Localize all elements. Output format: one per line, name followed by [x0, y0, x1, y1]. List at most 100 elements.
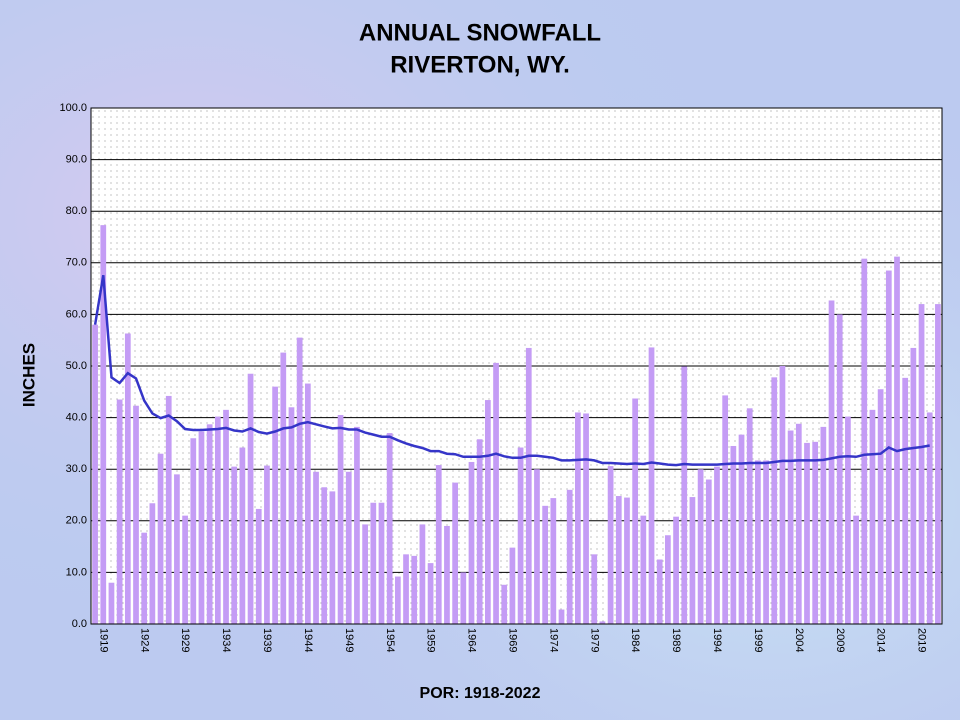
x-tick-label: 2009	[834, 628, 846, 652]
bar	[100, 225, 107, 624]
y-tick-label: 10.0	[66, 566, 87, 578]
x-tick-label: 1989	[670, 628, 682, 652]
y-tick-label: 40.0	[66, 412, 87, 424]
bar	[632, 398, 639, 624]
bar	[476, 439, 483, 624]
bar	[329, 491, 336, 624]
y-tick-label: 50.0	[66, 360, 87, 372]
bar	[795, 423, 802, 624]
bar	[566, 489, 573, 624]
x-tick-label: 1994	[711, 628, 723, 652]
bar	[435, 465, 442, 624]
bar	[607, 466, 614, 624]
bar	[599, 621, 606, 624]
x-tick-label: 1919	[97, 628, 109, 652]
bar	[484, 400, 491, 624]
bar	[419, 524, 426, 624]
bar	[362, 524, 368, 624]
bar	[165, 395, 172, 624]
x-tick-label: 1959	[425, 628, 437, 652]
bar	[411, 555, 418, 624]
bar	[141, 532, 148, 624]
bar	[92, 324, 98, 624]
bar	[779, 366, 786, 624]
bar	[656, 559, 663, 624]
x-tick-label: 1999	[752, 628, 764, 652]
y-tick-label: 80.0	[66, 205, 87, 217]
bar	[714, 466, 720, 624]
bar	[738, 434, 745, 624]
bar	[386, 433, 393, 624]
bar	[133, 405, 139, 624]
bar	[705, 479, 712, 624]
x-tick-label: 1984	[629, 628, 641, 652]
bar	[206, 424, 213, 624]
x-tick-label: 2004	[793, 628, 805, 652]
bar	[190, 438, 197, 624]
bar	[296, 337, 303, 624]
bar	[665, 535, 671, 624]
bar	[926, 412, 933, 624]
bar	[624, 497, 630, 624]
chart-title: ANNUAL SNOWFALL	[359, 19, 601, 46]
bar	[223, 409, 229, 624]
bar	[272, 386, 278, 624]
bar	[550, 498, 557, 624]
bar	[403, 554, 409, 624]
bar	[861, 258, 868, 624]
bar	[640, 515, 647, 624]
bar	[763, 460, 769, 624]
bar	[804, 442, 810, 624]
y-tick-label: 0.0	[72, 618, 87, 630]
bar	[280, 352, 287, 624]
bar	[853, 515, 859, 624]
x-tick-label: 1924	[138, 628, 150, 652]
bar	[525, 347, 532, 624]
bar	[615, 496, 622, 624]
bar	[288, 407, 295, 624]
y-tick-label: 90.0	[66, 154, 87, 166]
bar	[182, 515, 188, 624]
bar	[157, 453, 164, 624]
bar	[198, 431, 205, 624]
y-tick-label: 30.0	[66, 463, 87, 475]
bar	[935, 304, 941, 624]
chart-subtitle: RIVERTON, WY.	[390, 51, 570, 78]
x-tick-label: 1954	[384, 628, 396, 652]
bar	[828, 300, 835, 624]
y-tick-label: 70.0	[66, 257, 87, 269]
bar	[918, 304, 925, 624]
bar	[337, 415, 344, 624]
x-tick-label: 1944	[302, 628, 314, 652]
bar	[755, 460, 761, 624]
bar	[697, 469, 704, 624]
bar	[149, 503, 156, 624]
x-tick-label: 1939	[261, 628, 273, 652]
bar	[787, 430, 794, 624]
bar	[534, 469, 540, 624]
y-axis-label: INCHES	[19, 343, 38, 407]
bar	[239, 447, 246, 624]
bar	[812, 441, 819, 624]
bar	[558, 609, 565, 624]
bar	[509, 547, 516, 624]
plot-border	[90, 107, 943, 625]
bar	[108, 582, 115, 624]
bar	[910, 347, 917, 624]
bar	[591, 554, 598, 624]
bar	[174, 474, 180, 624]
bar	[304, 383, 311, 624]
bar	[264, 465, 270, 624]
bar	[214, 416, 221, 624]
x-tick-label: 2014	[875, 628, 887, 652]
bar	[345, 471, 352, 624]
bar	[468, 461, 475, 624]
bar	[116, 399, 123, 624]
bar	[836, 314, 843, 624]
bar	[673, 516, 679, 624]
x-tick-label: 1974	[547, 628, 559, 652]
bar	[321, 487, 328, 624]
bar	[771, 377, 778, 624]
bar	[247, 373, 254, 624]
